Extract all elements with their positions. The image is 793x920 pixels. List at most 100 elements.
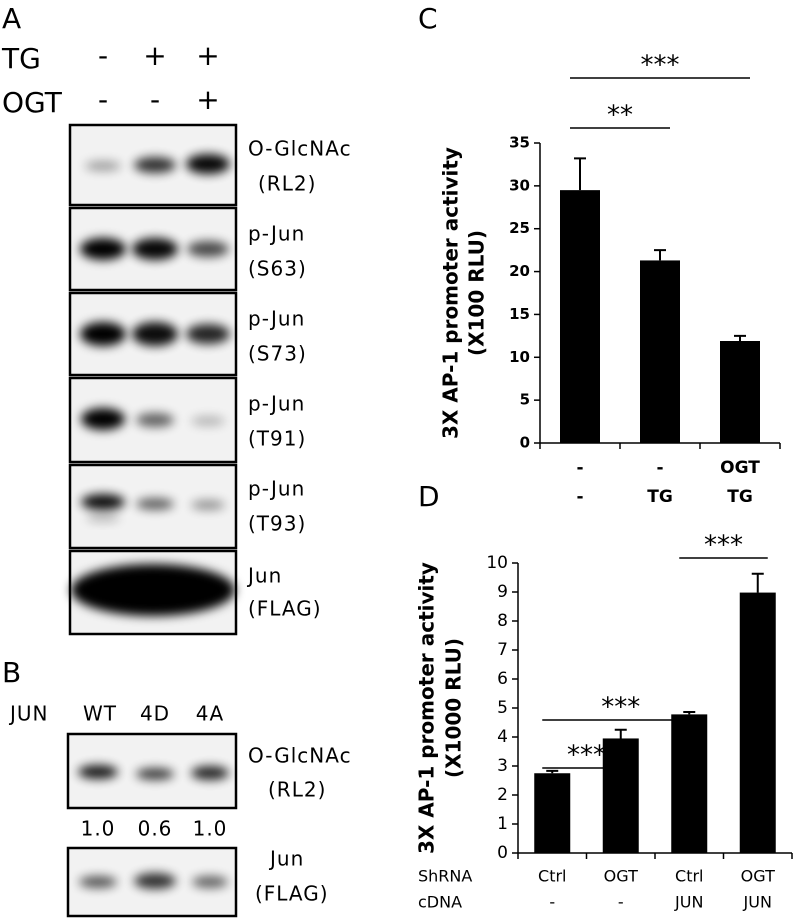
error-bar	[654, 249, 666, 261]
x-tick-label: TG	[647, 487, 673, 507]
blot	[68, 123, 238, 207]
x-tick-label: -	[576, 487, 583, 507]
condition-sign: +	[143, 39, 166, 72]
y-tick-label: 30	[509, 176, 530, 194]
y-tick-label: 35	[509, 134, 530, 152]
error-bar	[546, 769, 559, 774]
y-tick-label: 1	[497, 814, 508, 834]
condition-sign: -	[98, 83, 108, 116]
category-row-name: ShRNA	[418, 867, 472, 886]
y-tick-label: 5	[520, 391, 530, 409]
x-tick-label: -	[549, 893, 555, 912]
y-tick-label: 2	[497, 785, 508, 805]
blot	[68, 376, 238, 464]
blot	[68, 463, 238, 550]
y-axis-label: 3X AP-1 promoter activity	[439, 147, 463, 439]
y-tick-label: 7	[497, 640, 508, 660]
blot-label: (RL2)	[258, 172, 316, 196]
y-axis-label: (X100 RLU)	[465, 230, 489, 356]
lane-label: 4D	[140, 702, 170, 726]
error-bar	[614, 728, 627, 739]
blot-label: O-GlcNAc	[248, 137, 352, 161]
y-tick-label: 3	[497, 756, 508, 776]
error-bar	[751, 572, 764, 593]
condition-name: TG	[1, 42, 41, 75]
error-bar	[683, 711, 696, 715]
x-tick-label: OGT	[741, 867, 775, 886]
y-tick-label: 9	[497, 582, 508, 602]
blot-label: p-Jun	[248, 307, 305, 331]
significance-label: **	[607, 101, 633, 131]
panel-label: C	[418, 2, 438, 35]
blot-label: (FLAG)	[255, 882, 329, 906]
condition-sign: +	[196, 83, 219, 116]
panel-label: A	[2, 2, 21, 35]
x-tick-label: Ctrl	[675, 867, 703, 886]
y-tick-label: 4	[497, 727, 508, 747]
x-tick-label: -	[618, 893, 624, 912]
blot-label: (S73)	[248, 342, 307, 366]
y-tick-label: 5	[497, 698, 508, 718]
bar	[720, 341, 760, 443]
significance-label: ***	[567, 741, 606, 771]
y-tick-label: 0	[497, 843, 508, 863]
x-tick-label: -	[656, 458, 663, 478]
bar	[640, 260, 680, 443]
x-tick-label: OGT	[604, 867, 638, 886]
condition-sign: +	[196, 39, 219, 72]
x-tick-label: -	[576, 458, 583, 478]
blot-label: p-Jun	[248, 477, 305, 501]
condition-sign: -	[98, 39, 108, 72]
blot-label: (T91)	[248, 427, 306, 451]
error-bar	[734, 334, 746, 341]
y-tick-label: 8	[497, 611, 508, 631]
lane-label: WT	[83, 702, 117, 726]
blot-label: p-Jun	[248, 222, 305, 246]
significance-label: ***	[704, 531, 743, 561]
blot	[68, 206, 238, 292]
x-tick-label: JUN	[674, 893, 703, 912]
blot-label: Jun	[246, 564, 282, 588]
condition-sign: -	[150, 83, 160, 116]
significance-label: ***	[641, 51, 680, 81]
y-tick-label: 6	[497, 669, 508, 689]
condition-name: OGT	[2, 86, 63, 119]
y-tick-label: 15	[509, 305, 530, 323]
y-tick-label: 25	[509, 219, 530, 237]
blot-label: (S63)	[248, 257, 307, 281]
y-tick-label: 10	[486, 553, 508, 573]
bar	[671, 714, 708, 853]
lane-label: 4A	[196, 702, 224, 726]
blot-label: (RL2)	[268, 778, 326, 802]
blot-label: O-GlcNAc	[248, 744, 352, 768]
blot	[68, 291, 238, 377]
x-tick-label: TG	[727, 487, 753, 507]
blot-label: (FLAG)	[248, 597, 322, 621]
y-tick-label: 20	[509, 262, 530, 280]
blot-label: p-Jun	[248, 392, 305, 416]
bar	[739, 592, 776, 853]
quantification: 1.0	[193, 817, 228, 841]
blot	[68, 549, 238, 636]
bar	[534, 773, 571, 853]
bar	[560, 190, 600, 443]
panel-label: B	[2, 656, 21, 689]
bar	[602, 738, 639, 853]
x-tick-label: OGT	[720, 458, 760, 478]
significance-label: ***	[601, 693, 640, 723]
y-axis-label: 3X AP-1 promoter activity	[415, 562, 439, 854]
blot	[66, 732, 238, 810]
x-tick-label: Ctrl	[538, 867, 566, 886]
x-tick-label: JUN	[743, 893, 772, 912]
blot-label: (T93)	[248, 512, 306, 536]
category-row-name: cDNA	[418, 893, 462, 912]
error-bar	[574, 157, 586, 191]
lane-group: JUN	[8, 702, 49, 726]
blot-label: Jun	[268, 847, 304, 871]
y-tick-label: 10	[509, 348, 530, 366]
y-axis-label: (X1000 RLU)	[442, 638, 466, 778]
panel-label: D	[418, 480, 440, 513]
blot	[66, 846, 238, 918]
quantification: 0.6	[138, 817, 173, 841]
